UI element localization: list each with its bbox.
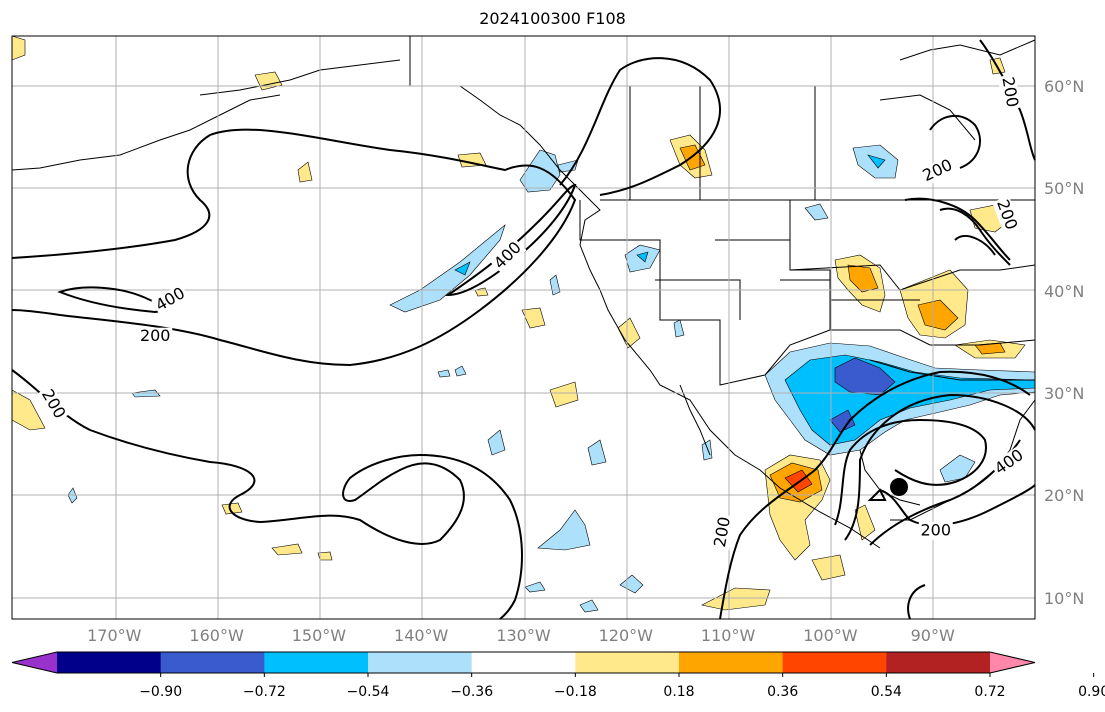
colorbar-segment bbox=[886, 652, 991, 673]
blue-region-gulf-dark2 bbox=[829, 409, 856, 433]
lon-label: 170°W bbox=[87, 626, 142, 645]
storm-marker bbox=[890, 478, 908, 496]
contour-label: 200 bbox=[140, 326, 171, 345]
colorbar-segment bbox=[782, 652, 887, 673]
contour-label: 200 bbox=[920, 521, 951, 540]
lon-label: 100°W bbox=[803, 626, 858, 645]
colorbar-tick-label: 0.72 bbox=[974, 684, 1006, 700]
colorbar-tick-label: −0.72 bbox=[242, 684, 286, 700]
lon-label: 150°W bbox=[291, 626, 347, 645]
lat-label: 50°N bbox=[1044, 179, 1085, 199]
graticule bbox=[12, 36, 1035, 619]
colorbar-segment bbox=[679, 652, 784, 673]
colorbar-segment bbox=[57, 652, 162, 673]
colorbar-tick-label: −0.18 bbox=[553, 684, 597, 700]
colorbar-tick-label: −0.36 bbox=[450, 684, 494, 700]
lat-label: 60°N bbox=[1044, 77, 1085, 97]
contour-400-gulf bbox=[834, 418, 987, 526]
colorbar-tick-label: 0.36 bbox=[767, 684, 799, 700]
colorbar-tick-label: 0.54 bbox=[870, 684, 902, 700]
contour-200-mexico bbox=[719, 370, 1031, 620]
lon-label: 120°W bbox=[598, 626, 653, 645]
colorbar-segment bbox=[575, 652, 680, 673]
contour-200-pacific bbox=[11, 128, 577, 367]
colorbar-tick-label: −0.54 bbox=[346, 684, 390, 700]
lon-label: 140°W bbox=[394, 626, 449, 645]
lon-label: 160°W bbox=[189, 626, 244, 645]
contour-200-gulf bbox=[844, 393, 1036, 541]
lon-label: 130°W bbox=[496, 626, 551, 645]
lat-label: 20°N bbox=[1044, 486, 1085, 506]
lat-label: 10°N bbox=[1044, 588, 1085, 608]
colorbar-tick-label: −0.90 bbox=[139, 684, 183, 700]
colorbar-extend-low bbox=[12, 652, 57, 673]
lat-label: 30°N bbox=[1044, 383, 1085, 403]
contour-200-central bbox=[11, 369, 523, 620]
colorbar-segment bbox=[264, 652, 369, 673]
blue-region-gulf-dark bbox=[834, 357, 896, 396]
lon-label: 90°W bbox=[910, 626, 955, 645]
colorbar-segment bbox=[471, 652, 576, 673]
colorbar bbox=[11, 651, 1095, 677]
colorbar-extend-high bbox=[990, 652, 1035, 673]
colorbar-segment bbox=[160, 652, 265, 673]
blue-region-pacific-band bbox=[389, 224, 506, 313]
coastlines bbox=[11, 36, 1036, 549]
lon-label: 110°W bbox=[700, 626, 756, 645]
colorbar-tick-label: 0.90 bbox=[1078, 684, 1105, 700]
lat-label: 40°N bbox=[1044, 281, 1085, 301]
map-title: 2024100300 F108 bbox=[479, 9, 626, 28]
colorbar-tick-label: 0.18 bbox=[663, 684, 695, 700]
contour-200-northeast bbox=[559, 57, 721, 196]
colorbar-segment bbox=[368, 652, 473, 673]
contour-200-greatlakes bbox=[929, 115, 981, 169]
